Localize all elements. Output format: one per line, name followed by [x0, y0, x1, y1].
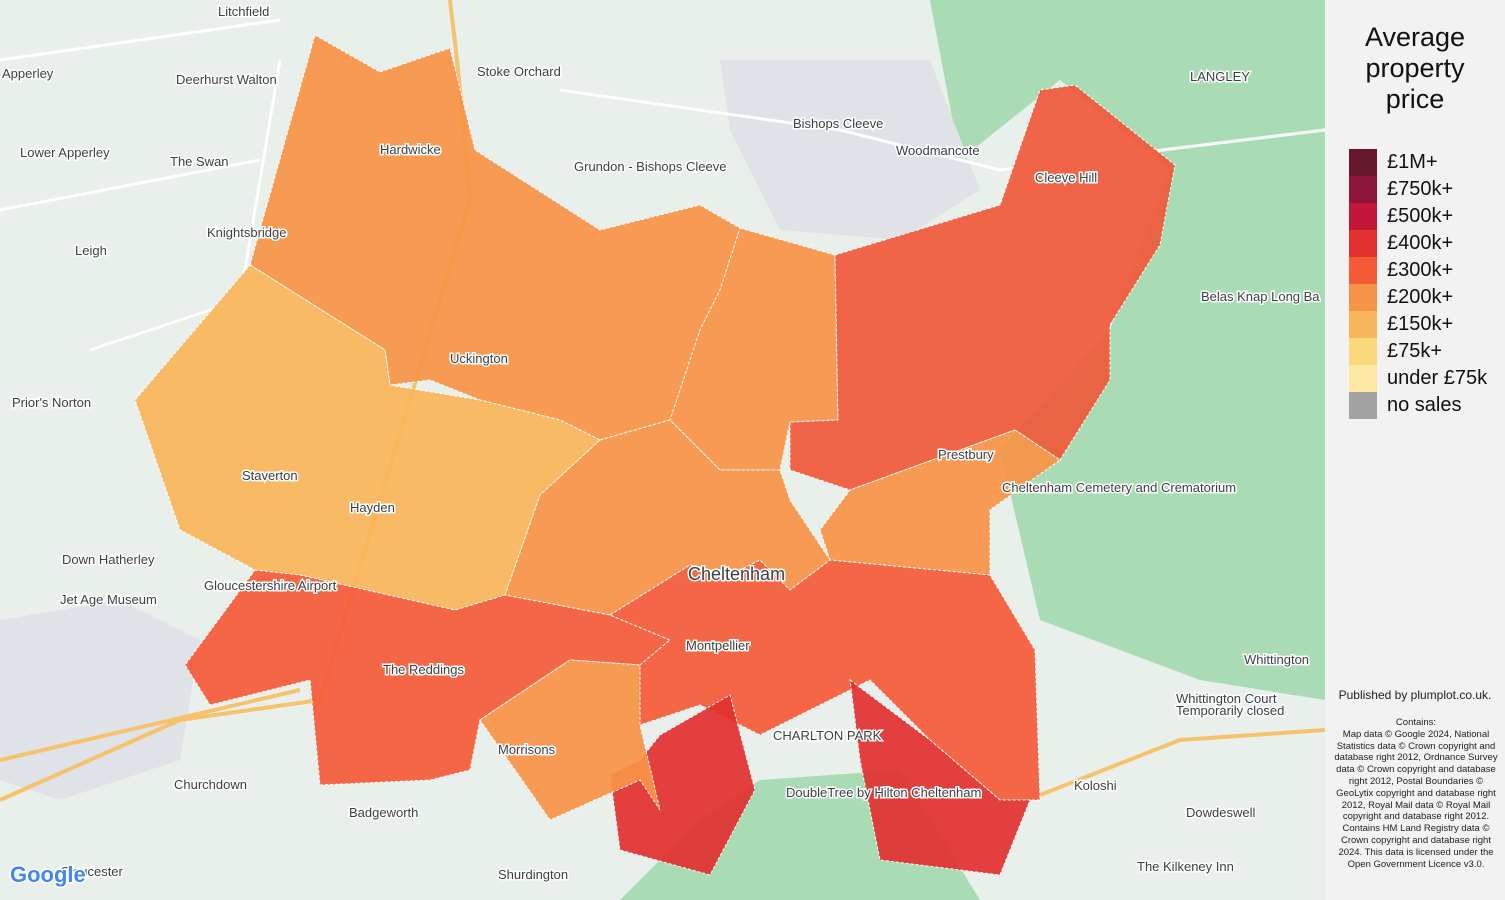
place-label: Uckington [450, 351, 508, 366]
place-label: Litchfield [218, 4, 269, 19]
legend-swatch [1349, 176, 1377, 203]
legend-swatch [1349, 392, 1377, 419]
legend-swatch [1349, 311, 1377, 338]
legend-label: £150k+ [1387, 313, 1454, 335]
attribution-text: Map data © Google 2024, National Statist… [1334, 728, 1498, 870]
place-label: Apperley [2, 66, 54, 81]
map: Litchfield Apperley Deerhurst Walton Stoke … [0, 0, 1326, 900]
legend-label: no sales [1387, 394, 1462, 416]
place-label: Badgeworth [349, 805, 418, 820]
place-label: Hardwicke [380, 142, 441, 157]
legend-title: Average property price [1364, 22, 1466, 114]
place-label: Hayden [350, 500, 395, 515]
place-label: Staverton [242, 468, 298, 483]
urban-area [720, 60, 980, 240]
place-label: Churchdown [174, 777, 247, 792]
legend-label: £75k+ [1387, 340, 1443, 362]
legend-swatch [1349, 338, 1377, 365]
legend-panel: Average property price £1M+ £750k+ £500k+ £… [1325, 0, 1505, 900]
place-label: Cheltenham [688, 564, 785, 584]
place-label: Koloshi [1074, 778, 1117, 793]
legend-label: £300k+ [1387, 259, 1454, 281]
regions [134, 34, 1176, 876]
green-area [930, 0, 1325, 700]
legend-label: £750k+ [1387, 178, 1454, 200]
place-label: LANGLEY [1190, 69, 1250, 84]
place-label: Prestbury [938, 447, 994, 462]
contains: Contains: [1395, 717, 1437, 728]
google-logo: Google [10, 862, 86, 887]
place-label: Knightsbridge [207, 225, 287, 240]
legend-swatch [1349, 257, 1377, 284]
place-label: Stoke Orchard [477, 64, 561, 79]
place-label: Belas Knap Long Ba [1201, 289, 1320, 304]
place-label: Down Hatherley [62, 552, 155, 567]
legend-swatch [1349, 284, 1377, 311]
place-label: Cheltenham Cemetery and Crematorium [1002, 480, 1236, 495]
place-label: Whittington [1244, 652, 1309, 667]
place-label: Montpellier [686, 638, 750, 653]
place-label: Morrisons [498, 742, 556, 757]
place-label: The Reddings [383, 662, 464, 677]
place-label: Woodmancote [896, 143, 980, 158]
place-label: Whittington Court [1176, 691, 1277, 706]
place-label: The Kilkeney Inn [1137, 859, 1234, 874]
place-label: Bishops Cleeve [793, 116, 883, 131]
legend-label: £400k+ [1387, 232, 1454, 254]
place-label: Grundon - Bishops Cleeve [574, 159, 726, 174]
place-label: DoubleTree by Hilton Cheltenham [786, 785, 981, 800]
publisher: Published by plumplot.co.uk. [1338, 688, 1492, 702]
road [0, 688, 1326, 797]
place-label: Gloucestershire Airport [204, 578, 337, 593]
place-label: Leigh [75, 243, 107, 258]
attribution: Contains: Map data © Google 2024, Nationa… [1330, 717, 1502, 870]
place-label: Shurdington [498, 867, 568, 882]
legend-swatch [1349, 230, 1377, 257]
place-label: Jet Age Museum [60, 592, 157, 607]
legend-label: £500k+ [1387, 205, 1454, 227]
legend-swatch [1349, 365, 1377, 392]
place-label: Dowdeswell [1186, 805, 1255, 820]
place-label: Cleeve Hill [1035, 170, 1097, 185]
region [479, 659, 661, 821]
region [849, 678, 1031, 876]
region [789, 84, 1176, 491]
place-label: Prior's Norton [12, 395, 91, 410]
legend-label: £200k+ [1387, 286, 1454, 308]
region [504, 419, 831, 616]
place-label: Deerhurst Walton [176, 72, 277, 87]
legend-label: £1M+ [1387, 151, 1438, 173]
place-label: Gloucester [60, 864, 124, 879]
legend-swatch [1349, 203, 1377, 230]
place-label: CHARLTON PARK [773, 728, 882, 743]
legend-swatch [1349, 149, 1377, 176]
place-label: Lower Apperley [20, 145, 110, 160]
place-label: The Swan [170, 154, 229, 169]
place-label: Temporarily closed [1176, 703, 1284, 718]
legend-label: under £75k [1387, 367, 1488, 389]
